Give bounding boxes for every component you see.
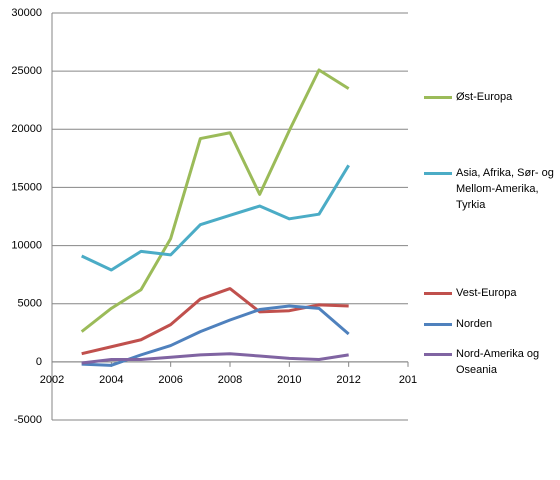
y-tick-label: 10000 (11, 239, 42, 251)
series-line (81, 287, 349, 356)
legend-label: Vest-Europa (456, 287, 517, 299)
y-tick-label: 15000 (11, 181, 42, 193)
series-line (81, 164, 350, 272)
legend-label: Øst-Europa (456, 91, 513, 103)
legend-label: Norden (456, 318, 493, 330)
x-tick-label: 201 (399, 374, 417, 386)
legend-label: Asia, Afrika, Sør- og Mellom-Amerika, Ty… (456, 167, 554, 211)
y-tick-label: 5000 (18, 298, 42, 310)
x-tick-label: 2004 (99, 374, 123, 386)
y-tick-label: 25000 (11, 65, 42, 77)
series-line (80, 68, 350, 333)
x-tick-label: 2008 (218, 374, 242, 386)
y-tick-label: 0 (36, 356, 42, 368)
legend-swatch (424, 96, 452, 99)
legend-label: Nord-Amerika og Oseania (456, 348, 540, 376)
series-line (81, 352, 349, 365)
legend-swatch (424, 323, 452, 326)
legend-swatch (424, 292, 452, 295)
x-tick-label: 2010 (277, 374, 301, 386)
y-tick-label: -5000 (14, 414, 42, 426)
y-tick-label: 20000 (11, 123, 42, 135)
x-tick-label: 2002 (40, 374, 64, 386)
legend-swatch (424, 172, 452, 175)
x-tick-label: 2006 (158, 374, 182, 386)
series-line (81, 304, 350, 367)
x-tick-label: 2012 (336, 374, 360, 386)
y-tick-label: 30000 (11, 7, 42, 19)
legend-swatch (424, 353, 452, 356)
